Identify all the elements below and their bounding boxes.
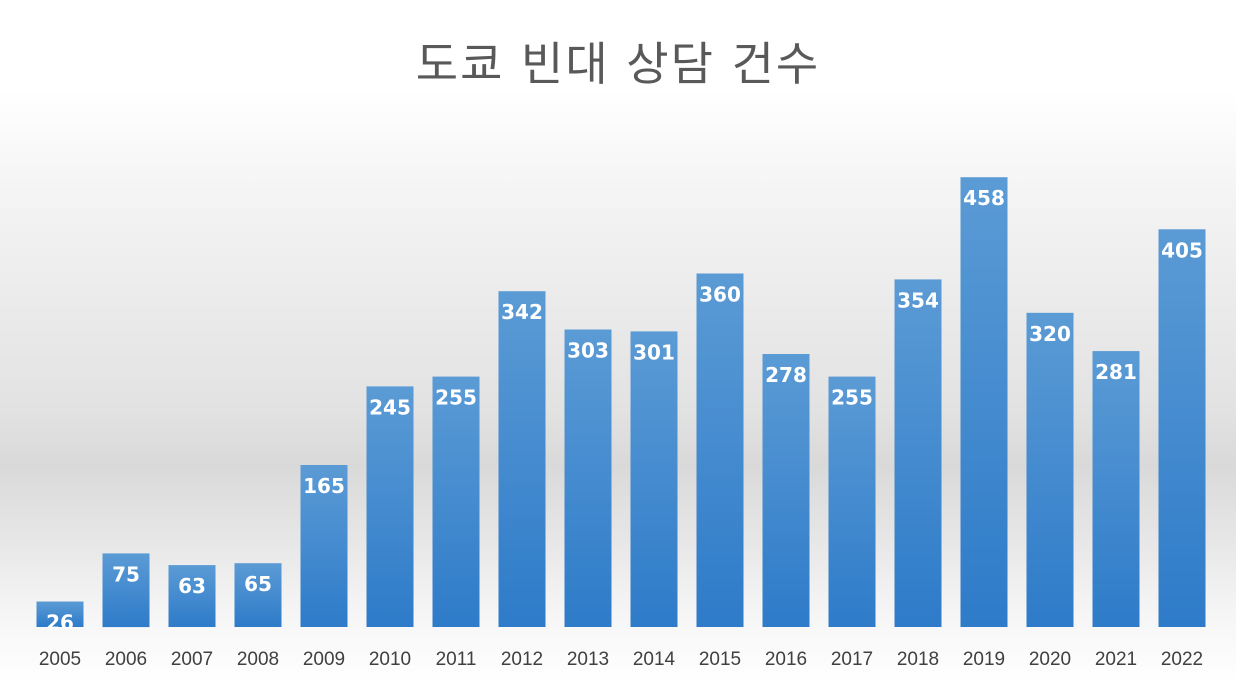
x-tick-2016: 2016	[765, 649, 807, 670]
data-label-2016: 278	[765, 363, 807, 387]
bar-2009	[300, 465, 348, 627]
bar-2005	[36, 601, 84, 627]
bar-2021	[1092, 351, 1140, 627]
bar-2012	[498, 291, 546, 627]
bar-2019	[960, 177, 1008, 627]
bar-2010	[366, 386, 414, 627]
data-labels-layer: 26 75 63 65 165 245 255 342 303 301 360 278 255 354 45…	[46, 186, 1203, 634]
x-tick-2015: 2015	[699, 649, 741, 670]
x-tick-2007: 2007	[171, 649, 213, 670]
data-label-2021: 281	[1095, 360, 1137, 384]
x-tick-2018: 2018	[897, 649, 939, 670]
x-tick-2013: 2013	[567, 649, 609, 670]
x-tick-2011: 2011	[436, 649, 477, 670]
bar-2007	[168, 565, 216, 627]
chart-title: 도쿄 빈대 상담 건수	[415, 37, 821, 91]
bar-2008	[234, 563, 282, 627]
data-label-2009: 165	[303, 474, 345, 498]
data-label-2014: 301	[633, 340, 675, 364]
bar-2018	[894, 279, 942, 627]
data-label-2010: 245	[369, 395, 411, 419]
data-label-2007: 63	[178, 574, 206, 598]
data-label-2008: 65	[244, 572, 272, 596]
bar-2013	[564, 329, 612, 627]
bars-layer	[36, 177, 1206, 628]
bar-2020	[1026, 312, 1074, 627]
data-label-2017: 255	[831, 386, 873, 410]
x-tick-2008: 2008	[237, 649, 279, 670]
x-tick-2006: 2006	[105, 649, 147, 670]
bar-2022	[1158, 229, 1206, 628]
bar-2017	[828, 376, 876, 627]
bar-2016	[762, 354, 810, 627]
x-tick-2019: 2019	[963, 649, 1005, 670]
x-tick-2010: 2010	[369, 649, 411, 670]
x-axis-ticks: 2005 2006 2007 2008 2009 2010 2011 2012 2013 2014…	[39, 649, 1203, 670]
data-label-2011: 255	[435, 386, 477, 410]
data-label-2022: 405	[1161, 238, 1203, 262]
x-tick-2021: 2021	[1095, 649, 1137, 670]
bar-2006	[102, 553, 150, 628]
data-label-2005: 26	[46, 611, 74, 635]
x-tick-2014: 2014	[633, 649, 676, 670]
x-tick-2012: 2012	[501, 649, 543, 670]
bar-2014	[630, 331, 678, 627]
data-label-2006: 75	[112, 562, 140, 586]
data-label-2020: 320	[1029, 322, 1071, 346]
bar-2015	[696, 273, 744, 627]
x-tick-2020: 2020	[1029, 649, 1071, 670]
data-label-2018: 354	[897, 288, 939, 312]
bar-2011	[432, 376, 480, 627]
data-label-2013: 303	[567, 339, 609, 363]
data-label-2019: 458	[963, 186, 1005, 210]
x-tick-2005: 2005	[39, 649, 81, 670]
x-tick-2017: 2017	[831, 649, 873, 670]
x-tick-2022: 2022	[1161, 649, 1203, 670]
x-tick-2009: 2009	[303, 649, 345, 670]
data-label-2015: 360	[699, 283, 741, 307]
data-label-2012: 342	[501, 300, 543, 324]
